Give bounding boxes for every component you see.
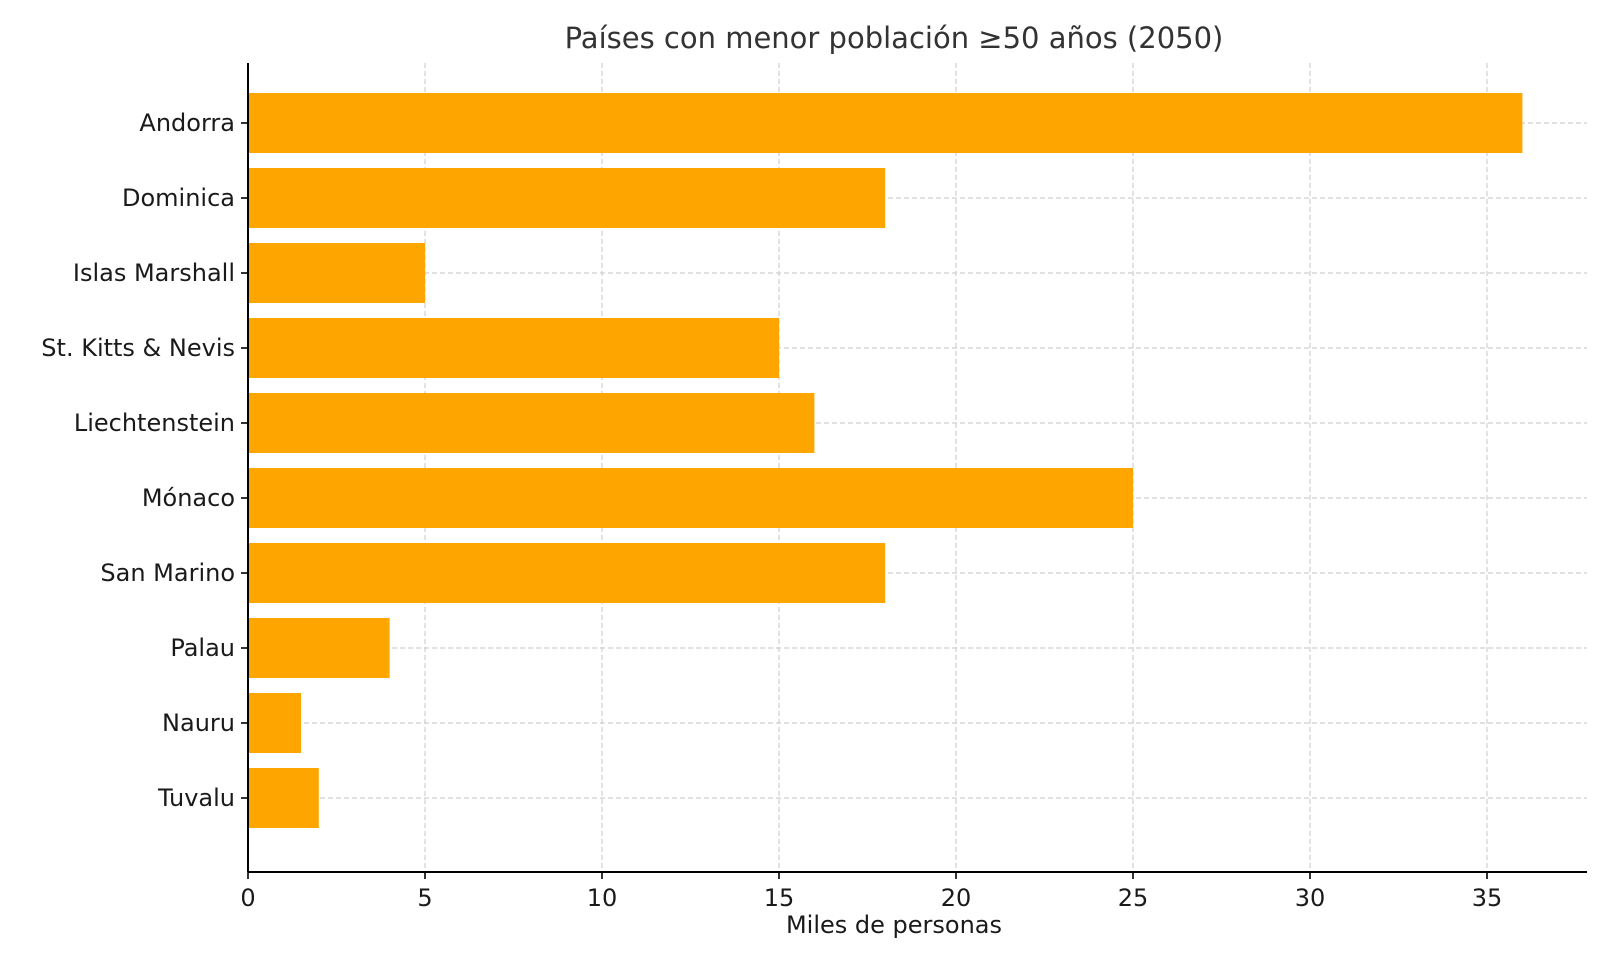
x-tick-label: 15	[764, 884, 795, 912]
category-label: San Marino	[100, 559, 235, 587]
category-labels: Andorra Dominica Islas Marshall St. Kitts &…	[41, 109, 235, 812]
category-label: Mónaco	[142, 484, 235, 512]
chart-title: Países con menor población ≥50 años (205…	[565, 21, 1224, 55]
category-label: Tuvalu	[157, 784, 235, 812]
grid-layer	[248, 63, 1587, 872]
bar	[248, 618, 390, 678]
bar	[248, 93, 1523, 153]
x-tick-label: 10	[587, 884, 618, 912]
bars-layer	[248, 93, 1523, 828]
category-label: Dominica	[122, 184, 235, 212]
bar	[248, 243, 425, 303]
category-label: Liechtenstein	[74, 409, 235, 437]
category-label: Nauru	[162, 709, 235, 737]
bar	[248, 768, 319, 828]
x-tick-label: 0	[240, 884, 255, 912]
bar	[248, 393, 815, 453]
category-label: Andorra	[139, 109, 235, 137]
x-tick-label: 30	[1295, 884, 1326, 912]
x-tick-label: 20	[941, 884, 972, 912]
category-label: Islas Marshall	[73, 259, 235, 287]
x-tick-label: 5	[417, 884, 432, 912]
ticks-layer: 0 5 10 15 20 25 30 35	[240, 122, 1503, 912]
bar	[248, 543, 886, 603]
bar	[248, 318, 779, 378]
bar	[248, 468, 1133, 528]
x-axis-title: Miles de personas	[786, 911, 1002, 939]
bar	[248, 168, 886, 228]
x-tick-label: 25	[1118, 884, 1149, 912]
x-tick-label: 35	[1472, 884, 1503, 912]
category-label: St. Kitts & Nevis	[41, 334, 235, 362]
category-label: Palau	[170, 634, 235, 662]
bar	[248, 693, 302, 753]
